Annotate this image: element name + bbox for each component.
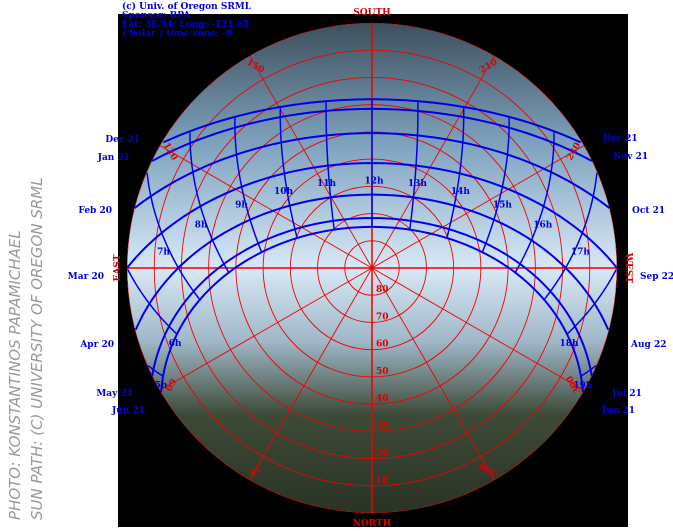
azimuth-line <box>249 55 373 269</box>
hour-label: 17h <box>571 247 591 257</box>
hour-label: 5h <box>155 381 168 391</box>
hour-line <box>325 102 335 230</box>
compass-east: EAST <box>113 254 123 281</box>
date-curve <box>162 98 582 144</box>
header-line: (c) Univ. of Oregon SRML <box>122 1 252 12</box>
hour-line <box>481 118 510 253</box>
date-label: Jun 21 <box>601 406 635 416</box>
hour-label: 7h <box>157 247 170 257</box>
hour-line <box>189 132 230 273</box>
altitude-label: 60 <box>376 340 389 350</box>
photo-credit: PHOTO: KONSTANTINOS PAPAMICHAEL <box>6 230 24 520</box>
hour-label: 19h <box>573 381 593 391</box>
date-label: Feb 20 <box>78 206 112 216</box>
hour-line <box>127 269 178 335</box>
hour-label: 6h <box>169 339 182 349</box>
azimuth-line <box>371 267 495 481</box>
date-label: Dec 21 <box>603 134 638 144</box>
hour-line <box>234 118 263 253</box>
hour-line <box>514 132 555 273</box>
hour-line <box>147 365 164 377</box>
hour-label: 12h <box>364 176 384 186</box>
header-line: Lat: 38.54; Long: -121.65 <box>122 20 249 30</box>
azimuth-line <box>159 145 373 269</box>
hour-label: 14h <box>451 187 471 197</box>
date-label: Jul 21 <box>611 389 642 399</box>
hour-line <box>446 108 465 239</box>
header-line: Sponsor: BPA <box>122 11 191 21</box>
hour-line <box>409 102 419 230</box>
altitude-label: 20 <box>376 449 389 459</box>
hour-label: 11h <box>317 179 337 189</box>
date-label: Mar 20 <box>68 272 104 282</box>
date-label: Sep 22 <box>640 272 673 282</box>
hour-line <box>580 365 597 377</box>
header-line: ( Solar ) time zone: -8 <box>122 28 232 39</box>
hour-line <box>146 172 201 301</box>
hour-label: 9h <box>235 200 248 210</box>
date-label: Nov 21 <box>613 152 648 162</box>
hour-label: 8h <box>195 220 208 230</box>
altitude-label: 80 <box>376 285 389 295</box>
date-label: Jun 21 <box>111 406 145 416</box>
azimuth-line <box>371 267 585 391</box>
date-label: Dec 21 <box>105 135 140 145</box>
hour-line <box>279 108 298 239</box>
hour-label: 13h <box>408 179 428 189</box>
hour-label: 18h <box>559 339 579 349</box>
compass-west: WEST <box>623 252 633 283</box>
altitude-label: 70 <box>376 312 389 322</box>
date-label: Aug 22 <box>630 340 666 350</box>
hour-label: 10h <box>274 187 294 197</box>
compass-south: SOUTH <box>353 8 391 18</box>
date-label: Apr 20 <box>79 340 114 350</box>
azimuth-line <box>371 145 585 269</box>
azimuth-line <box>371 55 495 269</box>
azimuth-line <box>159 267 373 391</box>
compass-north: NORTH <box>353 519 392 527</box>
altitude-label: 30 <box>376 421 389 431</box>
altitude-label: 10 <box>376 476 389 486</box>
altitude-label: 50 <box>376 367 389 377</box>
sunpath-credit: SUN PATH: (C) UNIVERSITY OF OREGON SRML <box>28 177 46 520</box>
hour-label: 16h <box>533 220 553 230</box>
hour-label: 15h <box>493 200 513 210</box>
azimuth-line <box>249 267 373 481</box>
date-label: Oct 21 <box>632 206 665 216</box>
hour-line <box>566 269 617 335</box>
altitude-label: 40 <box>376 394 389 404</box>
hour-line <box>543 172 598 301</box>
date-label: Jan 21 <box>97 153 130 163</box>
date-label: May 21 <box>96 389 133 399</box>
